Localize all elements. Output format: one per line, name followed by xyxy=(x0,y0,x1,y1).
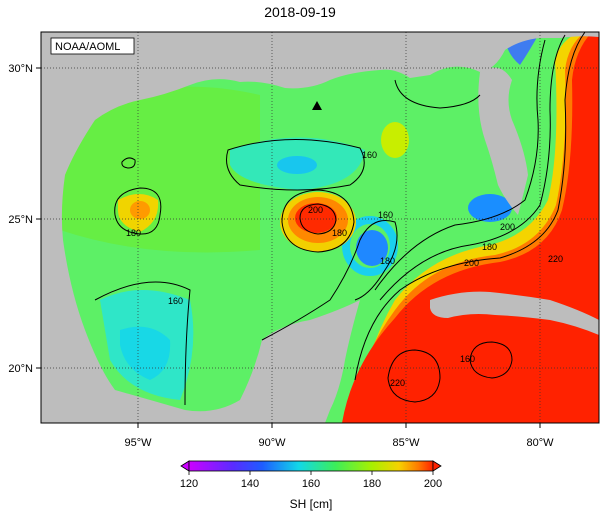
colorbar-tick-label: 140 xyxy=(241,478,259,490)
lon-tick-label: 90°W xyxy=(258,437,286,449)
contour-south-220-b xyxy=(469,341,513,379)
land-florida xyxy=(478,67,528,215)
map-title: 2018-09-19 xyxy=(264,4,336,20)
contour-label: 220 xyxy=(390,378,405,388)
credit-box xyxy=(50,37,135,55)
warm-eddy-red xyxy=(295,203,337,233)
contour-north-160 xyxy=(394,79,481,109)
contour-central-eddy-180 xyxy=(281,189,355,253)
contour-label: 200 xyxy=(308,205,323,215)
lat-tick-label: 20°N xyxy=(8,363,33,375)
land-cuba xyxy=(430,291,599,335)
contour-central-eddy-200 xyxy=(299,203,337,235)
contour-central-160 xyxy=(226,139,365,191)
blue-central-eddy xyxy=(277,156,317,174)
loop-current-red xyxy=(342,32,599,423)
station-triangle-icon xyxy=(312,101,322,110)
lon-tick-label: 85°W xyxy=(392,437,420,449)
cyan-east-ring xyxy=(342,216,398,276)
contour-west-eddy-180 xyxy=(114,187,162,235)
map-frame xyxy=(40,31,600,424)
graticule xyxy=(41,32,599,423)
land-mexico xyxy=(41,175,360,423)
contour-small-160 xyxy=(121,157,136,169)
contour-loop-200 xyxy=(354,32,586,381)
colorbar-tick-label: 200 xyxy=(424,478,442,490)
colorbar: 120 140 160 180 200 SH [cm] xyxy=(180,460,442,511)
axis-ticks xyxy=(36,67,541,428)
contour-label: 160 xyxy=(362,150,377,160)
contour-label: 180 xyxy=(482,242,497,252)
colorbar-label: SH [cm] xyxy=(290,497,333,511)
contour-label: 220 xyxy=(548,254,563,264)
contour-label: 200 xyxy=(500,222,515,232)
contour-lines xyxy=(94,32,586,406)
contour-shelf-160 xyxy=(261,220,398,341)
land-north-us xyxy=(41,32,599,175)
blue-florida-eddy xyxy=(468,194,512,222)
map-panel: 160 180 200 160 180 160 180 200 220 200 … xyxy=(41,32,599,423)
orange-west-eddy-core xyxy=(130,201,150,219)
contour-label-group: 160 180 200 160 180 160 180 200 220 200 … xyxy=(126,150,563,388)
yellow-patch xyxy=(381,122,409,158)
colorbar-tick-label: 160 xyxy=(302,478,320,490)
contour-label: 160 xyxy=(378,210,393,220)
contour-label: 180 xyxy=(380,256,395,266)
contour-west-160 xyxy=(94,281,191,406)
contour-label: 200 xyxy=(464,258,479,268)
colorbar-right-arrow xyxy=(432,460,442,472)
lat-tick-label: 25°N xyxy=(8,214,33,226)
lat-tick-label: 30°N xyxy=(8,63,33,75)
contour-label: 180 xyxy=(126,228,141,238)
colorbar-strip xyxy=(188,460,434,472)
cyan-west-core xyxy=(120,326,171,380)
contour-label: 160 xyxy=(168,296,183,306)
contour-loop-180 xyxy=(379,34,566,301)
green-shelf-region xyxy=(60,86,260,253)
credit-text: NOAA/AOML xyxy=(55,41,120,53)
lon-tick-label: 95°W xyxy=(124,437,152,449)
colorbar-tick-label: 120 xyxy=(180,478,198,490)
contour-label: 160 xyxy=(460,354,475,364)
blue-east-eddy xyxy=(356,230,388,266)
contour-label: 180 xyxy=(332,228,347,238)
colorbar-tick-label: 180 xyxy=(363,478,381,490)
contour-loop-160 xyxy=(374,39,546,291)
lon-tick-label: 80°W xyxy=(526,437,554,449)
contour-south-220-a xyxy=(387,349,441,403)
colorbar-left-arrow xyxy=(180,460,190,472)
